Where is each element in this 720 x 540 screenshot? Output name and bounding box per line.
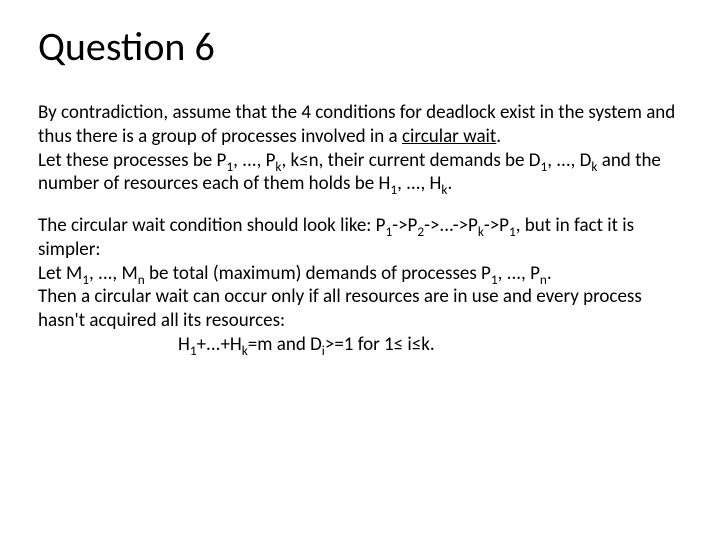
text: >=1 for 1≤ i≤k.	[325, 333, 435, 356]
text: , ..., M	[89, 262, 138, 285]
text: By contradiction, assume that the 4 cond…	[38, 101, 675, 148]
text: .	[496, 125, 501, 148]
text: , k≤n, their current demands be D	[281, 149, 540, 172]
text: .	[447, 172, 452, 195]
text: ->P	[392, 214, 417, 237]
text: .	[547, 262, 552, 285]
subscript: 1	[509, 223, 516, 240]
text: H	[178, 333, 190, 356]
paragraph-2: The circular wait condition should look …	[38, 214, 682, 357]
text: ->P	[484, 214, 509, 237]
equation-line: H1+...+Hk=m and Di>=1 for 1≤ i≤k.	[38, 333, 682, 357]
text: , ..., P	[498, 262, 540, 285]
subscript: 1	[190, 342, 197, 359]
text: =m and D	[248, 333, 322, 356]
text: , ..., P	[233, 149, 275, 172]
text: Let these processes be P	[38, 149, 226, 172]
text: The circular wait condition should look …	[38, 214, 386, 237]
text: +...+H	[197, 333, 242, 356]
text: Then a circular wait can occur only if a…	[38, 285, 642, 332]
text: ->...->P	[424, 214, 478, 237]
slide-body: By contradiction, assume that the 4 cond…	[38, 101, 682, 357]
text: , ..., D	[547, 149, 591, 172]
text: Let M	[38, 262, 82, 285]
slide-title: Question 6	[38, 22, 682, 71]
paragraph-1: By contradiction, assume that the 4 cond…	[38, 101, 682, 196]
text: , ..., H	[397, 172, 441, 195]
underlined-term: circular wait	[402, 125, 496, 148]
text: be total (maximum) demands of processes …	[145, 262, 491, 285]
slide: Question 6 By contradiction, assume that…	[0, 0, 720, 540]
